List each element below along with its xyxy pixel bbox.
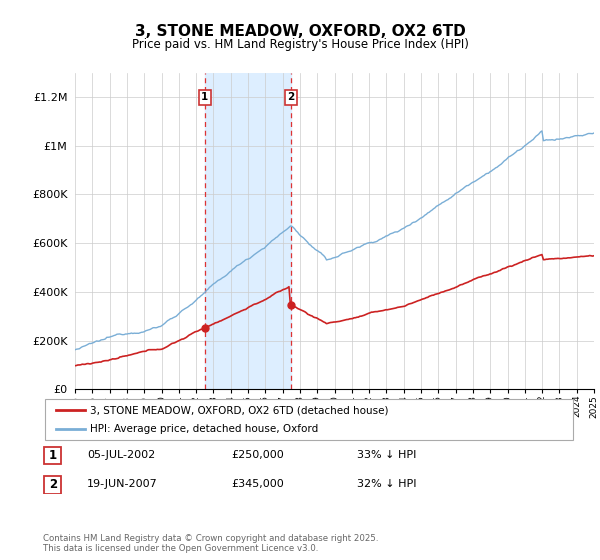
Text: 2: 2: [49, 478, 57, 492]
Text: Contains HM Land Registry data © Crown copyright and database right 2025.
This d: Contains HM Land Registry data © Crown c…: [43, 534, 379, 553]
Text: £345,000: £345,000: [231, 479, 284, 489]
Text: £250,000: £250,000: [231, 450, 284, 460]
Text: 1: 1: [49, 449, 57, 462]
Text: 3, STONE MEADOW, OXFORD, OX2 6TD: 3, STONE MEADOW, OXFORD, OX2 6TD: [134, 24, 466, 39]
Text: 05-JUL-2002: 05-JUL-2002: [87, 450, 155, 460]
Text: 33% ↓ HPI: 33% ↓ HPI: [357, 450, 416, 460]
Text: 19-JUN-2007: 19-JUN-2007: [87, 479, 158, 489]
Text: HPI: Average price, detached house, Oxford: HPI: Average price, detached house, Oxfo…: [90, 424, 318, 433]
Bar: [205, 73, 291, 389]
Text: 3, STONE MEADOW, OXFORD, OX2 6TD (detached house): 3, STONE MEADOW, OXFORD, OX2 6TD (detach…: [90, 405, 388, 415]
Text: 32% ↓ HPI: 32% ↓ HPI: [357, 479, 416, 489]
Text: 1: 1: [201, 92, 209, 102]
Text: 2: 2: [287, 92, 295, 102]
Text: Price paid vs. HM Land Registry's House Price Index (HPI): Price paid vs. HM Land Registry's House …: [131, 38, 469, 51]
